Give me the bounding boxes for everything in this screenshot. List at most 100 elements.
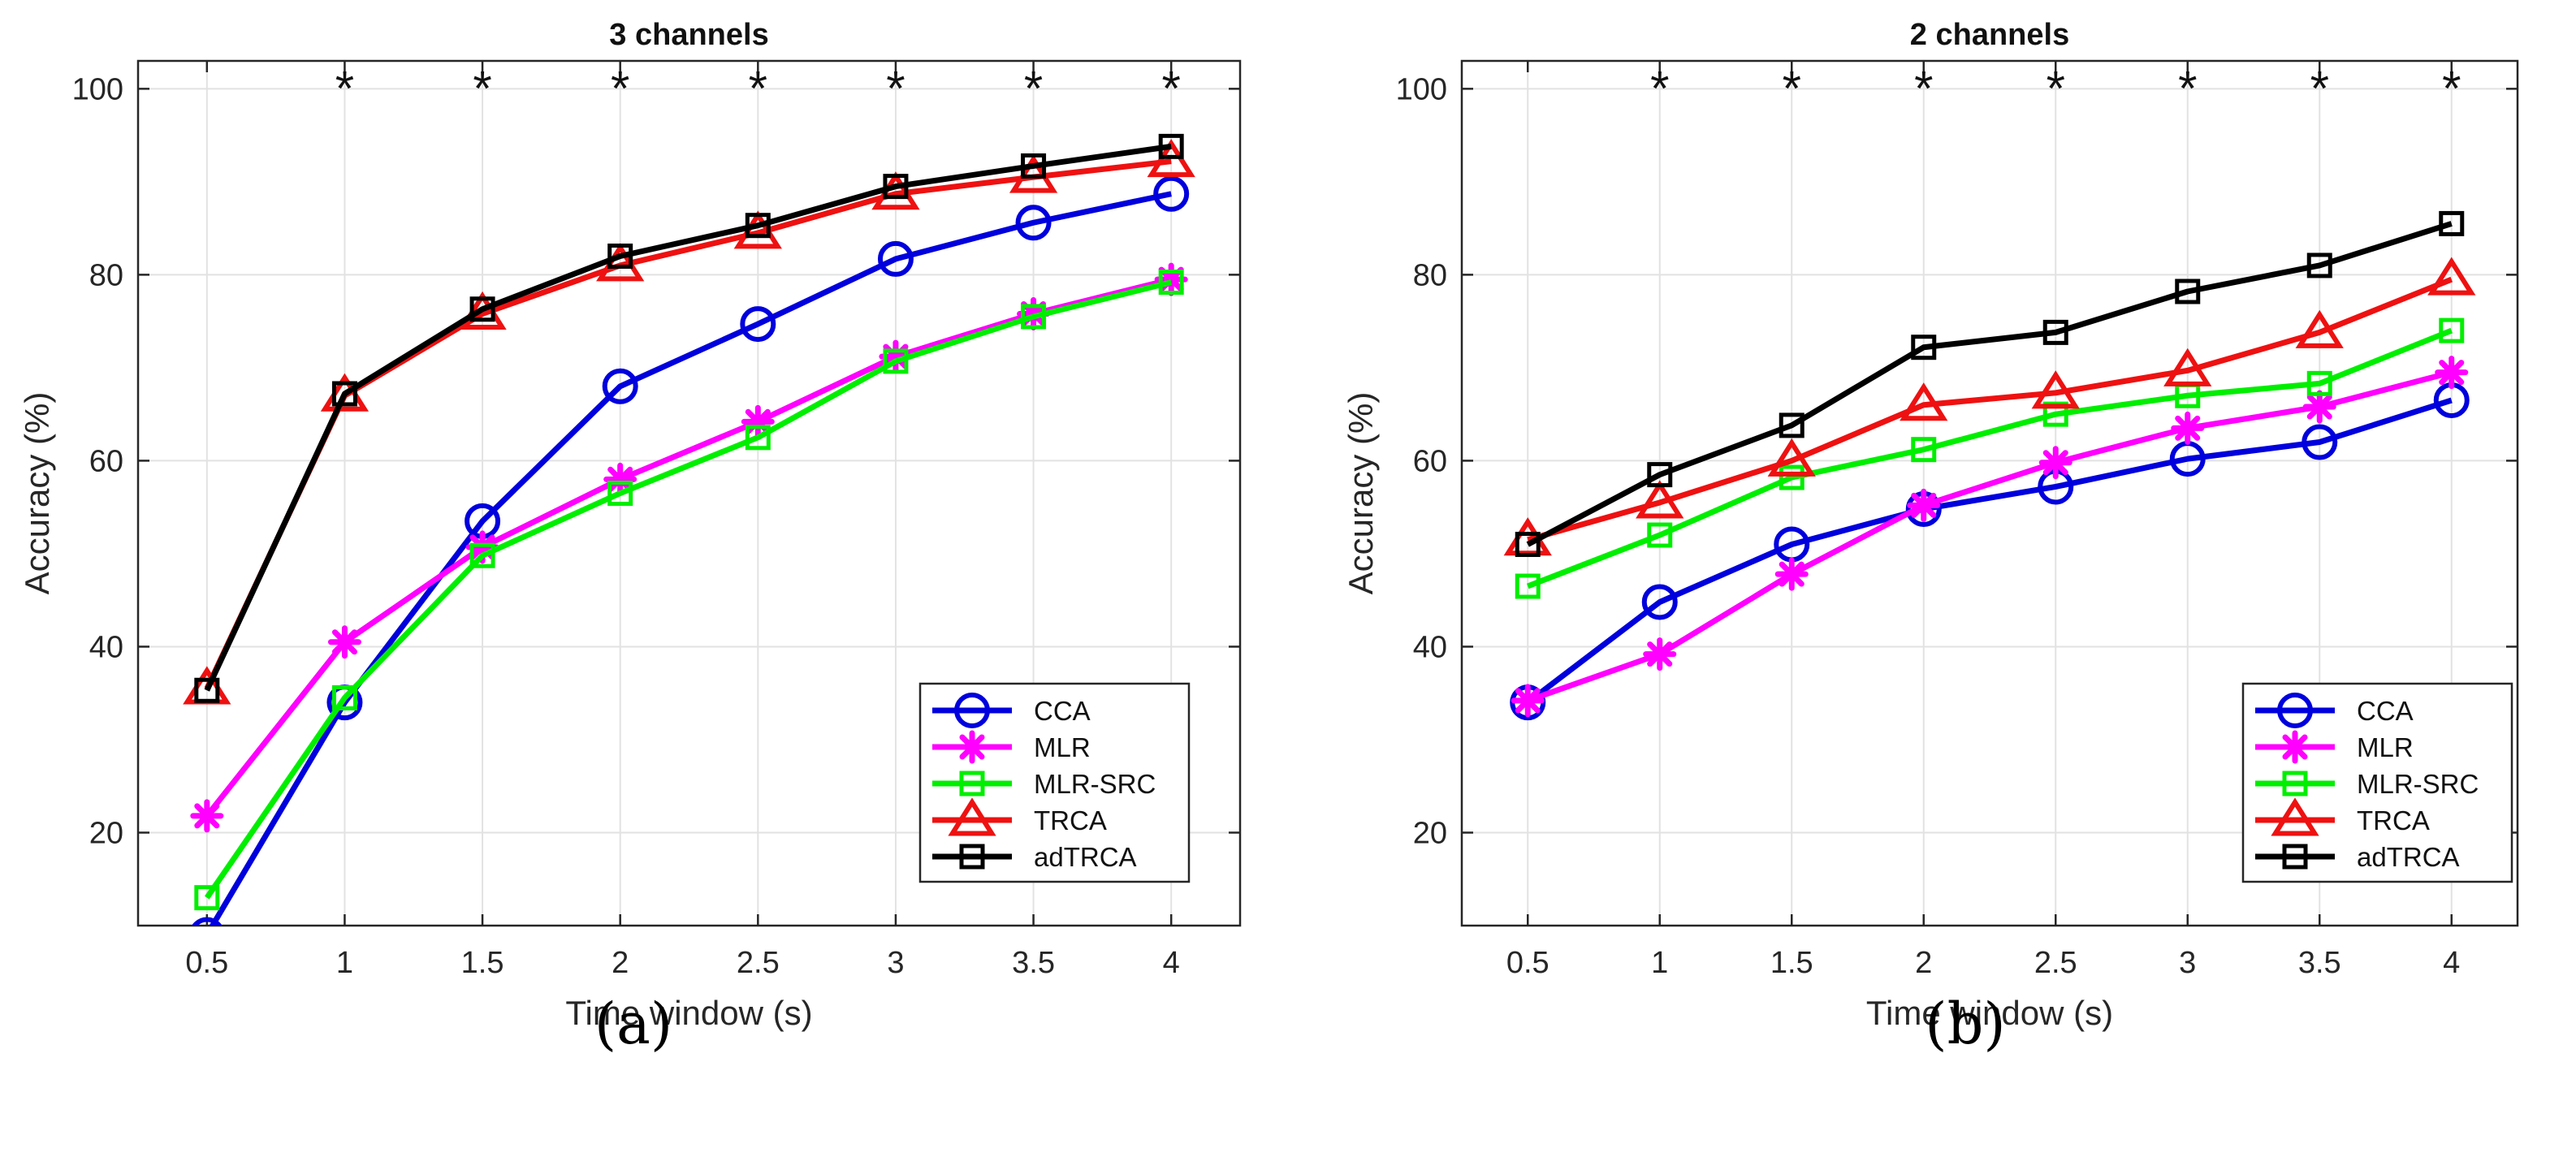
legend-label: adTRCA bbox=[2357, 842, 2460, 872]
x-tick-label: 1.5 bbox=[1770, 946, 1813, 980]
significance-asterisk: * bbox=[2442, 61, 2461, 115]
asterisk-stroke bbox=[1515, 688, 1541, 714]
legend-label: CCA bbox=[1034, 696, 1091, 726]
significance-asterisk: * bbox=[335, 61, 354, 115]
data-point-square bbox=[745, 425, 771, 451]
data-point-circle bbox=[602, 368, 638, 404]
data-point-asterisk bbox=[2038, 446, 2072, 480]
data-point-square bbox=[1515, 531, 1541, 557]
series-line bbox=[205, 276, 1173, 818]
data-point-asterisk bbox=[190, 799, 224, 833]
chart-panel-a: 3 channels Time window (s) Accuracy (%) … bbox=[18, 18, 1242, 1057]
x-tick-label: 2.5 bbox=[737, 946, 780, 980]
legend: CCA MLR MLR-SRC TRCA adTRCA bbox=[918, 682, 1191, 883]
asterisk-stroke bbox=[2175, 415, 2201, 441]
panel-label: (b) bbox=[1925, 991, 2005, 1057]
y-tick-label: 20 bbox=[1413, 816, 1447, 850]
legend-label: TRCA bbox=[1034, 805, 1107, 835]
data-point-square bbox=[1515, 573, 1541, 599]
x-tick-label: 3 bbox=[2179, 946, 2196, 980]
series-line bbox=[1527, 369, 2453, 704]
data-point-asterisk bbox=[2302, 390, 2336, 424]
data-point-asterisk bbox=[327, 625, 361, 659]
data-point-square bbox=[1911, 437, 1937, 463]
legend-label: adTRCA bbox=[1034, 842, 1137, 872]
significance-asterisk: * bbox=[611, 61, 629, 115]
legend-marker-asterisk bbox=[2278, 730, 2312, 764]
asterisk-stroke bbox=[2282, 734, 2308, 760]
y-tick-label: 60 bbox=[89, 444, 123, 478]
data-point-square bbox=[1779, 464, 1804, 490]
data-point-square bbox=[1021, 304, 1047, 330]
asterisk-stroke bbox=[1779, 561, 1804, 587]
data-point-square bbox=[1021, 153, 1047, 179]
asterisk-stroke bbox=[469, 534, 495, 560]
data-point-square bbox=[2439, 210, 2465, 236]
data-point-asterisk bbox=[2435, 356, 2469, 390]
data-point-square bbox=[2042, 319, 2068, 345]
legend-label: TRCA bbox=[2357, 805, 2430, 835]
legend-marker-circle bbox=[2277, 693, 2313, 728]
data-point-square bbox=[2175, 278, 2201, 304]
legend-marker-square bbox=[2282, 844, 2308, 870]
y-tick-label: 60 bbox=[1413, 444, 1447, 478]
x-tick-label: 0.5 bbox=[1506, 946, 1549, 980]
data-point-square bbox=[331, 684, 357, 710]
x-tick-label: 1 bbox=[1651, 946, 1668, 980]
data-point-square bbox=[331, 381, 357, 407]
data-point-square bbox=[883, 348, 909, 374]
data-point-square bbox=[2306, 253, 2332, 278]
asterisk-stroke bbox=[2306, 394, 2332, 420]
y-tick-label: 100 bbox=[72, 72, 123, 106]
series-group bbox=[183, 133, 1195, 926]
x-tick-label: 2 bbox=[612, 946, 629, 980]
data-point-square bbox=[194, 885, 220, 911]
legend-label: CCA bbox=[2357, 696, 2414, 726]
data-point-asterisk bbox=[1907, 488, 1941, 522]
data-point-square bbox=[1158, 270, 1184, 296]
series-mlr-src bbox=[194, 270, 1184, 911]
data-point-square bbox=[2042, 401, 2068, 427]
data-point-triangle bbox=[2031, 370, 2080, 409]
x-tick-label: 1 bbox=[336, 946, 353, 980]
data-point-square bbox=[883, 174, 909, 200]
legend-marker-square bbox=[959, 771, 985, 797]
data-point-asterisk bbox=[1774, 557, 1809, 591]
panel-label: (a) bbox=[594, 991, 672, 1057]
data-point-square bbox=[607, 243, 633, 269]
x-tick-label: 4 bbox=[2443, 946, 2460, 980]
asterisk-stroke bbox=[2439, 360, 2465, 386]
data-point-circle bbox=[877, 240, 914, 277]
series-line bbox=[1527, 276, 2453, 543]
significance-asterisk: * bbox=[1162, 61, 1181, 115]
series-adtrca bbox=[194, 133, 1184, 703]
legend-marker-circle bbox=[954, 693, 990, 728]
chart-panel-b: 2 channels Time window (s) Accuracy (%) … bbox=[1342, 18, 2519, 1057]
data-point-asterisk bbox=[603, 462, 638, 496]
x-tick-label: 2.5 bbox=[2034, 946, 2077, 980]
x-tick-label: 2 bbox=[1915, 946, 1932, 980]
data-point-square bbox=[1647, 522, 1673, 548]
data-point-square bbox=[2439, 317, 2465, 343]
significance-asterisk: * bbox=[749, 61, 767, 115]
data-point-asterisk bbox=[1511, 684, 1545, 718]
significance-asterisk: * bbox=[1914, 61, 1933, 115]
series-line bbox=[1526, 221, 2453, 547]
data-point-square bbox=[1779, 412, 1804, 438]
x-tick-label: 3.5 bbox=[1012, 946, 1055, 980]
series-line bbox=[1526, 327, 2453, 589]
significance-asterisk: * bbox=[1650, 61, 1669, 115]
series-group bbox=[1503, 210, 2476, 721]
significance-asterisk: * bbox=[1783, 61, 1801, 115]
x-tick-label: 3 bbox=[887, 946, 904, 980]
data-point-asterisk bbox=[1643, 637, 1677, 671]
x-tick-label: 4 bbox=[1163, 946, 1180, 980]
y-tick-label: 40 bbox=[89, 630, 123, 664]
legend-label: MLR-SRC bbox=[2357, 769, 2479, 799]
significance-asterisk: * bbox=[886, 61, 905, 115]
data-point-square bbox=[194, 677, 220, 703]
data-point-triangle bbox=[1767, 438, 1816, 477]
legend-item-trca: TRCA bbox=[2255, 797, 2430, 836]
axis-box bbox=[136, 59, 1242, 927]
